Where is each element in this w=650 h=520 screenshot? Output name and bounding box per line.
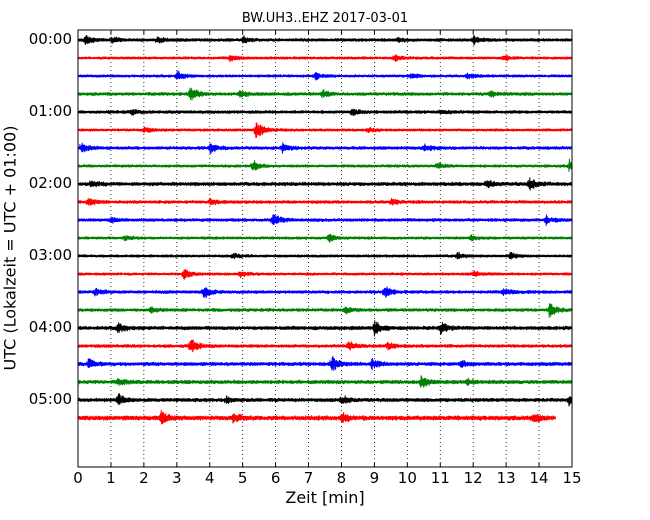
trace-0345 <box>77 303 573 318</box>
trace-0400 <box>77 320 573 337</box>
trace-0245 <box>77 233 573 243</box>
x-tick-label-5: 5 <box>237 469 248 487</box>
x-tick-label-9: 9 <box>369 469 380 487</box>
trace-0030 <box>77 70 573 81</box>
trace-0315 <box>77 269 573 280</box>
x-tick-label-7: 7 <box>303 469 314 487</box>
trace-0145 <box>77 158 573 172</box>
x-axis-label: Zeit [min] <box>285 488 365 507</box>
x-tick-label-13: 13 <box>496 469 516 487</box>
x-tick-label-3: 3 <box>172 469 182 487</box>
trace-0230 <box>77 214 573 227</box>
x-tick-label-4: 4 <box>204 469 215 487</box>
trace-0415 <box>77 339 573 353</box>
y-tick-label-0300: 03:00 <box>28 246 72 264</box>
y-tick-label-0400: 04:00 <box>28 318 72 336</box>
x-tick-label-12: 12 <box>463 469 483 487</box>
plot-frame <box>77 29 573 468</box>
x-tick-label-1: 1 <box>106 469 116 487</box>
x-tick-label-0: 0 <box>73 469 83 487</box>
trace-0045 <box>77 87 573 101</box>
trace-0500 <box>77 393 573 407</box>
x-tick-label-14: 14 <box>529 469 549 487</box>
x-tick-label-11: 11 <box>430 469 450 487</box>
trace-0200 <box>77 177 573 191</box>
chart-title: BW.UH3..EHZ 2017-03-01 <box>241 11 409 26</box>
tick-marks <box>77 30 573 467</box>
x-tick-label-6: 6 <box>270 469 281 487</box>
x-tick-label-10: 10 <box>397 469 417 487</box>
grid-lines <box>110 30 540 467</box>
trace-0215 <box>77 197 573 207</box>
trace-0130 <box>77 142 573 154</box>
x-tick-label-8: 8 <box>336 469 347 487</box>
trace-0430 <box>77 355 573 371</box>
trace-0000 <box>77 34 573 46</box>
x-tick-label-2: 2 <box>139 469 149 487</box>
trace-0015 <box>77 54 573 63</box>
trace-0115 <box>77 122 573 139</box>
trace-0330 <box>77 286 573 299</box>
x-tick-label-15: 15 <box>562 469 582 487</box>
y-tick-label-0500: 05:00 <box>28 390 72 408</box>
trace-0100 <box>77 108 573 117</box>
plot-background <box>78 30 572 467</box>
y-tick-label-0200: 02:00 <box>28 174 72 192</box>
y-tick-label-0100: 01:00 <box>28 102 72 120</box>
trace-0515 <box>77 409 557 425</box>
y-tick-label-0000: 00:00 <box>28 30 72 48</box>
trace-group <box>77 34 573 425</box>
trace-0445 <box>77 375 573 388</box>
trace-0300 <box>77 251 573 260</box>
